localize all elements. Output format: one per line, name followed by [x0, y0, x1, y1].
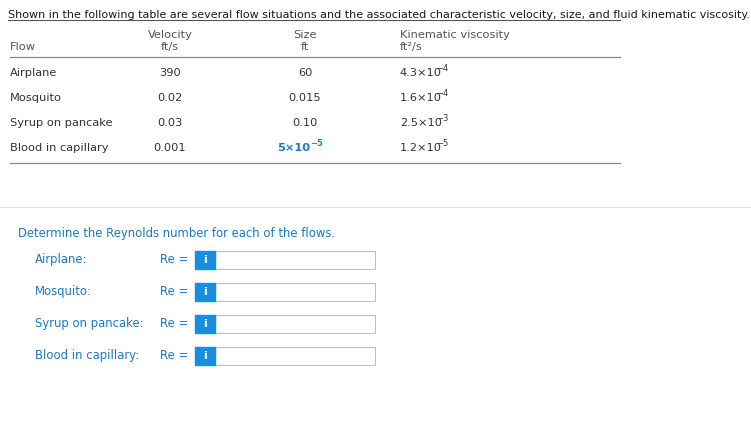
- Text: Flow: Flow: [10, 42, 36, 52]
- Text: Kinematic viscosity: Kinematic viscosity: [400, 30, 510, 40]
- Text: Airplane:: Airplane:: [35, 253, 88, 266]
- Text: Blood in capillary: Blood in capillary: [10, 143, 108, 153]
- Text: 0.001: 0.001: [154, 143, 186, 153]
- Text: Determine the Reynolds number for each of the flows.: Determine the Reynolds number for each o…: [18, 227, 335, 240]
- FancyBboxPatch shape: [215, 347, 375, 365]
- Text: −4: −4: [436, 64, 448, 73]
- FancyBboxPatch shape: [195, 283, 215, 301]
- Text: 0.015: 0.015: [288, 93, 321, 103]
- Text: 0.10: 0.10: [292, 118, 318, 128]
- Text: Mosquito: Mosquito: [10, 93, 62, 103]
- FancyBboxPatch shape: [215, 315, 375, 333]
- Text: Re =: Re =: [160, 317, 189, 330]
- Text: i: i: [203, 351, 207, 361]
- Text: −5: −5: [436, 139, 448, 148]
- FancyBboxPatch shape: [215, 251, 375, 269]
- FancyBboxPatch shape: [195, 315, 215, 333]
- Text: ft: ft: [301, 42, 309, 52]
- Text: −5: −5: [310, 139, 323, 148]
- Text: 0.02: 0.02: [158, 93, 182, 103]
- FancyBboxPatch shape: [195, 347, 215, 365]
- Text: Size: Size: [293, 30, 317, 40]
- Text: Syrup on pancake:: Syrup on pancake:: [35, 317, 143, 330]
- Text: Re =: Re =: [160, 285, 189, 298]
- Text: −4: −4: [436, 89, 448, 98]
- Text: Velocity: Velocity: [147, 30, 192, 40]
- Text: 2.5×10: 2.5×10: [400, 118, 442, 128]
- Text: 1.6×10: 1.6×10: [400, 93, 442, 103]
- FancyBboxPatch shape: [195, 251, 215, 269]
- Text: ft²/s: ft²/s: [400, 42, 423, 52]
- Text: 4.3×10: 4.3×10: [400, 68, 442, 78]
- Text: 1.2×10: 1.2×10: [400, 143, 442, 153]
- Text: Re =: Re =: [160, 349, 189, 362]
- Text: i: i: [203, 255, 207, 265]
- FancyBboxPatch shape: [215, 283, 375, 301]
- Text: Syrup on pancake: Syrup on pancake: [10, 118, 113, 128]
- Text: Shown in the following table are several flow situations and the associated char: Shown in the following table are several…: [8, 10, 750, 20]
- Text: 390: 390: [159, 68, 181, 78]
- Text: −3: −3: [436, 114, 448, 123]
- Text: Airplane: Airplane: [10, 68, 57, 78]
- Text: Mosquito:: Mosquito:: [35, 285, 92, 298]
- Text: 5×10: 5×10: [277, 143, 310, 153]
- Text: 0.03: 0.03: [157, 118, 182, 128]
- Text: i: i: [203, 319, 207, 329]
- Text: Re =: Re =: [160, 253, 189, 266]
- Text: Blood in capillary:: Blood in capillary:: [35, 349, 139, 362]
- Text: ft/s: ft/s: [161, 42, 179, 52]
- Text: i: i: [203, 287, 207, 297]
- Text: 60: 60: [298, 68, 312, 78]
